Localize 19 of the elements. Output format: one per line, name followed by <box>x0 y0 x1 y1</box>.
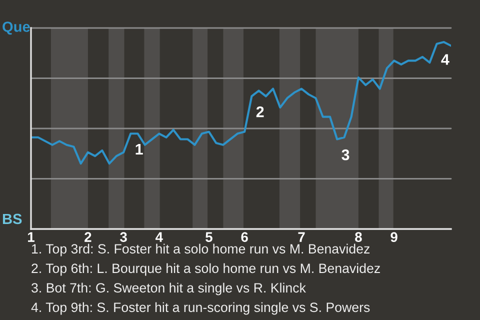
x-tick-label: 8 <box>355 232 362 242</box>
annotation: 1 <box>136 144 143 154</box>
text: 4. Top 9th: S. Foster hit a run-scoring single vs S. Powers <box>31 302 370 315</box>
text: 2. Top 6th: L. Bourque hit a solo home run vs M. Benavidez <box>32 263 380 276</box>
text: Que <box>2 22 30 35</box>
x-tick-label: 4 <box>155 232 163 242</box>
x-tick-label: 3 <box>120 232 127 242</box>
x-tick-label: 2 <box>84 232 92 242</box>
text: 3. Bot 7th: G. Sweeton hit a single vs R. Klinck <box>32 282 306 296</box>
x-tick-label: 6 <box>241 232 248 242</box>
annotation: 2 <box>256 106 264 118</box>
text: BS <box>2 214 22 224</box>
x-tick-label: 7 <box>298 232 305 242</box>
annotation: 3 <box>342 149 350 160</box>
x-tick-label: 1 <box>28 232 34 242</box>
annotation: 4 <box>441 54 450 65</box>
text: 1. Top 3rd: S. Foster hit a solo home run vs M. Benavidez <box>32 244 370 256</box>
x-tick-label: 5 <box>206 232 212 242</box>
x-tick-label: 9 <box>390 232 398 242</box>
